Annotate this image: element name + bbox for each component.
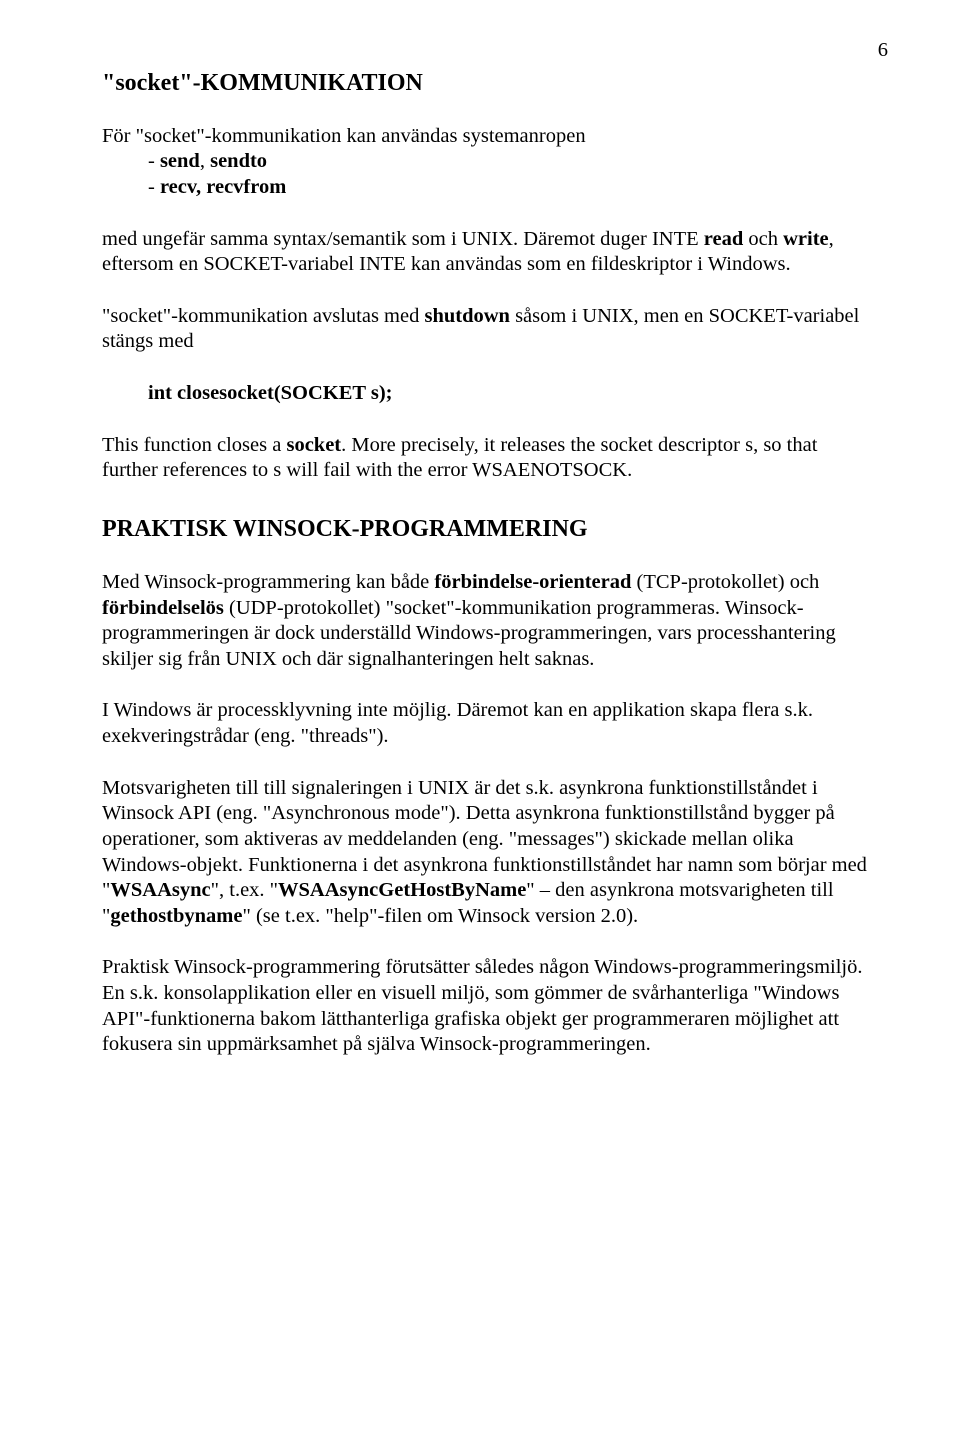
bold-text: WSAAsync — [110, 879, 210, 901]
bold-text: send — [160, 150, 200, 172]
bold-text: socket — [286, 434, 341, 456]
paragraph-winsock-1: Med Winsock-programmering kan både förbi… — [102, 570, 876, 673]
list-item-text: - recv, recvfrom — [148, 176, 286, 198]
bold-text: shutdown — [424, 305, 509, 327]
paragraph-winsock-2: I Windows är processklyvning inte möjlig… — [102, 698, 876, 749]
paragraph-winsock-4: Praktisk Winsock-programmering förutsätt… — [102, 955, 876, 1058]
bold-text: förbindelselös — [102, 597, 224, 619]
text: (TCP-protokollet) och — [631, 571, 819, 593]
page-number: 6 — [102, 38, 888, 64]
bold-text: read — [704, 228, 743, 250]
text: " (se t.ex. "help"-filen om Winsock vers… — [242, 905, 638, 927]
bold-text: sendto — [210, 150, 267, 172]
bold-text: write — [783, 228, 829, 250]
text: och — [743, 228, 783, 250]
heading-socket-kommunikation: "socket"-KOMMUNIKATION — [102, 68, 876, 98]
paragraph-winsock-3: Motsvarigheten till till signaleringen i… — [102, 776, 876, 930]
bold-text: förbindelse-orienterad — [434, 571, 631, 593]
paragraph-shutdown: "socket"-kommunikation avslutas med shut… — [102, 304, 876, 355]
syscall-list: - send, sendto - recv, recvfrom — [148, 149, 876, 200]
paragraph-intro: För "socket"-kommunikation kan användas … — [102, 124, 876, 150]
code-closesocket: int closesocket(SOCKET s); — [148, 381, 876, 407]
paragraph-close-desc: This function closes a socket. More prec… — [102, 433, 876, 484]
list-item: - recv, recvfrom — [148, 175, 876, 201]
bold-text: recv, recvfrom — [160, 176, 286, 198]
text: "socket"-kommunikation avslutas med — [102, 305, 424, 327]
heading-praktisk-winsock: PRAKTISK WINSOCK-PROGRAMMERING — [102, 514, 876, 544]
text: Med Winsock-programmering kan både — [102, 571, 434, 593]
text: med ungefär samma syntax/semantik som i … — [102, 228, 704, 250]
paragraph-unix-note: med ungefär samma syntax/semantik som i … — [102, 227, 876, 278]
text: ", t.ex. " — [211, 879, 278, 901]
list-item: - send, sendto — [148, 149, 876, 175]
bold-text: WSAAsyncGetHostByName — [278, 879, 526, 901]
bold-text: gethostbyname — [110, 905, 242, 927]
list-item-text: - send, sendto — [148, 150, 267, 172]
text: This function closes a — [102, 434, 286, 456]
